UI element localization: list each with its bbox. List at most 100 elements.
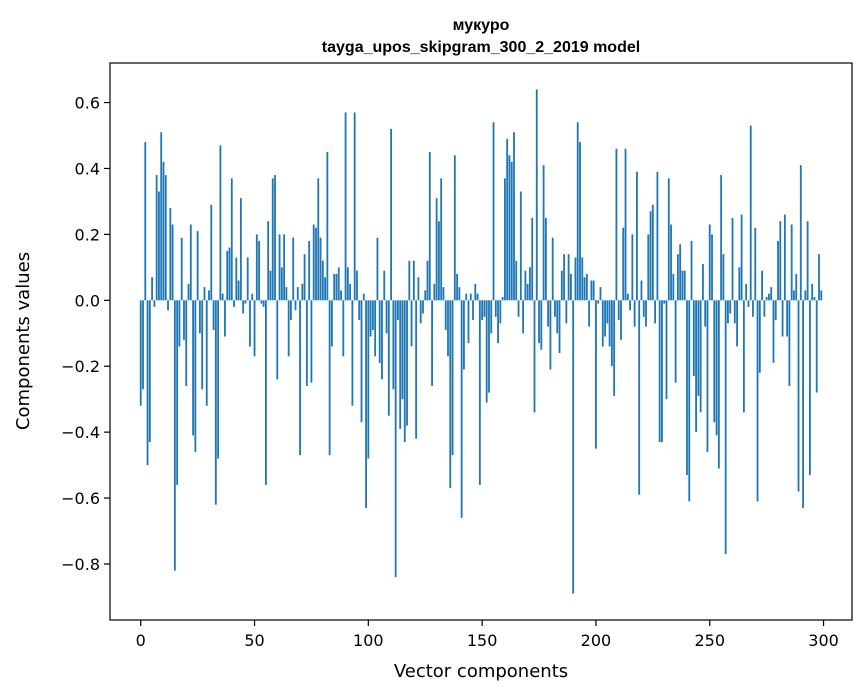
- bar-247: [702, 264, 704, 301]
- bar-130: [435, 198, 438, 301]
- bar-136: [449, 300, 452, 489]
- bar-47: [246, 257, 249, 301]
- bar-236: [676, 254, 679, 301]
- bar-233: [670, 224, 672, 301]
- bar-78: [317, 178, 320, 301]
- bar-71: [301, 283, 304, 301]
- bar-265: [742, 300, 745, 413]
- bar-42: [235, 257, 238, 301]
- bar-129: [433, 283, 436, 301]
- x-axis-label: Vector components: [394, 661, 568, 682]
- bar-50: [253, 300, 256, 357]
- bar-135: [447, 300, 449, 357]
- bar-274: [763, 300, 766, 317]
- bar-294: [808, 300, 811, 475]
- bar-252: [713, 300, 716, 423]
- bar-148: [476, 293, 479, 301]
- bar-163: [510, 161, 513, 301]
- bar-66: [290, 300, 292, 321]
- bar-79: [319, 237, 322, 301]
- bar-184: [558, 300, 561, 354]
- bar-73: [305, 300, 308, 386]
- bar-181: [551, 237, 554, 301]
- bar-21: [187, 283, 190, 301]
- bar-49: [251, 293, 254, 301]
- bar-82: [326, 151, 329, 301]
- bar-27: [201, 300, 204, 390]
- bar-69: [296, 287, 299, 301]
- bar-211: [620, 300, 622, 340]
- bar-91: [346, 267, 349, 301]
- bar-202: [599, 287, 602, 301]
- bar-213: [624, 148, 627, 301]
- bar-292: [804, 290, 807, 301]
- bar-63: [283, 234, 286, 301]
- bar-161: [506, 138, 509, 301]
- bar-296: [813, 297, 816, 301]
- bar-228: [658, 300, 661, 443]
- bar-25: [196, 231, 199, 301]
- bar-208: [613, 300, 616, 396]
- bar-123: [419, 300, 422, 324]
- bar-116: [403, 300, 406, 443]
- bar-40: [230, 178, 233, 301]
- bar-240: [686, 300, 688, 475]
- bar-35: [219, 145, 222, 301]
- bar-104: [376, 237, 379, 301]
- bar-142: [463, 300, 465, 370]
- bar-143: [465, 293, 468, 301]
- bar-4: [148, 300, 151, 443]
- bar-166: [517, 300, 520, 317]
- bar-75: [310, 300, 313, 383]
- bar-95: [356, 270, 358, 301]
- bar-90: [344, 112, 347, 301]
- chart-subtitle: tayga_upos_skipgram_300_2_2019 model: [322, 39, 640, 56]
- bar-165: [515, 260, 518, 301]
- bar-175: [538, 300, 540, 344]
- bar-246: [699, 300, 702, 413]
- bar-180: [549, 300, 552, 370]
- bar-54: [262, 300, 265, 307]
- bar-53: [260, 300, 263, 304]
- bar-275: [765, 297, 768, 301]
- bar-257: [724, 300, 727, 555]
- bar-229: [661, 300, 663, 443]
- bar-187: [565, 300, 568, 324]
- bar-115: [401, 300, 404, 400]
- bar-245: [697, 300, 700, 396]
- bar-138: [453, 155, 456, 301]
- bar-144: [467, 300, 470, 344]
- bar-200: [595, 300, 597, 449]
- bar-146: [472, 300, 474, 321]
- bars-group: [139, 89, 823, 594]
- bar-209: [615, 148, 618, 301]
- bar-272: [758, 300, 761, 373]
- bar-250: [708, 224, 711, 301]
- bar-14: [171, 224, 174, 301]
- bar-134: [444, 300, 447, 330]
- bar-198: [590, 280, 593, 301]
- bar-84: [331, 300, 333, 347]
- y-tick-label-5: 0.2: [75, 225, 100, 244]
- bar-38: [226, 250, 229, 301]
- bar-100: [367, 300, 370, 459]
- bar-28: [203, 287, 206, 301]
- bar-244: [695, 300, 697, 433]
- bar-70: [299, 300, 301, 456]
- bar-59: [274, 175, 276, 301]
- bar-31: [210, 204, 213, 301]
- bar-88: [340, 290, 342, 301]
- bar-77: [315, 227, 317, 301]
- y-tick-label-1: −0.6: [61, 489, 100, 508]
- bar-74: [308, 240, 311, 301]
- bar-189: [569, 273, 572, 301]
- bar-0: [139, 300, 142, 406]
- bar-231: [665, 300, 668, 400]
- bar-17: [178, 300, 181, 347]
- bar-81: [324, 277, 326, 301]
- bar-106: [381, 300, 383, 380]
- bar-151: [483, 300, 486, 317]
- x-tick-label-300: 300: [808, 631, 839, 650]
- bar-34: [217, 300, 220, 459]
